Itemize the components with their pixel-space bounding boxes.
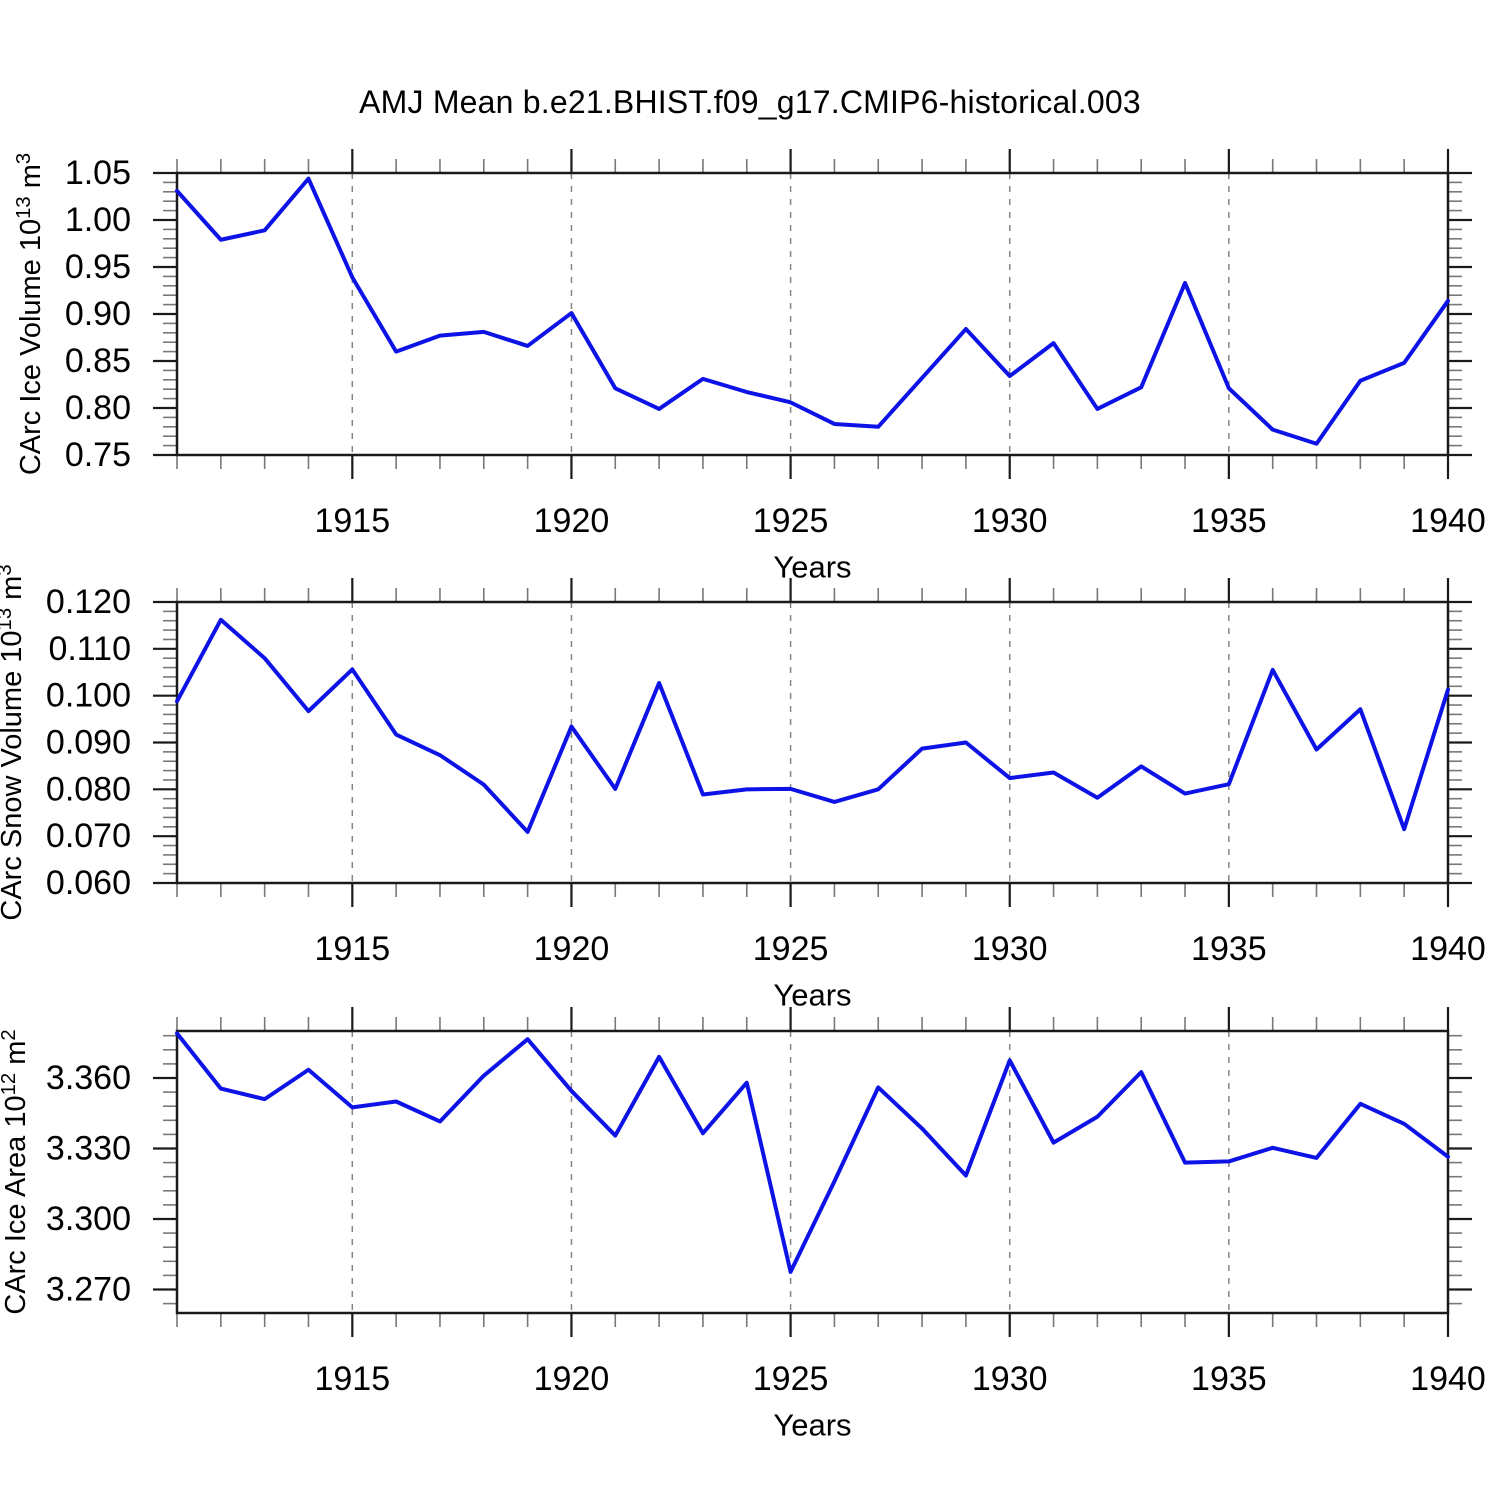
y-tick-label: 0.090 [46, 724, 131, 762]
y-axis-title: CArc Ice Area 1012 m2 [0, 1029, 32, 1314]
x-tick-label: 1940 [1410, 930, 1486, 968]
x-tick-label: 1935 [1191, 502, 1267, 540]
y-axis-title-sup: 3 [13, 153, 35, 164]
y-tick-label: 0.070 [46, 817, 131, 855]
panel-snow-volume: 1915 1920 1925 1930 1935 1940 0.060 0.070 0.080 0… [0, 564, 1486, 1012]
x-tick-label: 1925 [753, 1360, 829, 1398]
x-tick-label: 1930 [972, 1360, 1048, 1398]
y-tick-label: 0.80 [65, 389, 131, 427]
y-axis-title: CArc Snow Volume 1013 m3 [0, 564, 28, 920]
y-tick-label: 0.060 [46, 864, 131, 902]
figure-title: AMJ Mean b.e21.BHIST.f09_g17.CMIP6-histo… [359, 84, 1141, 120]
y-axis-title-text: m [0, 576, 28, 608]
x-tick-label: 1930 [972, 930, 1048, 968]
x-axis-title: Years [773, 550, 851, 585]
plot-box-snow-volume [175, 600, 1450, 885]
y-tick-label: 1.05 [65, 154, 131, 192]
y-axis-title-sup: 13 [13, 196, 35, 219]
y-tick-label: 0.95 [65, 248, 131, 286]
y-tick-label: 0.110 [48, 630, 131, 668]
y-tick-label: 0.100 [46, 677, 131, 715]
x-tick-label: 1940 [1410, 502, 1486, 540]
y-axis-title-text: CArc Ice Area 10 [0, 1095, 32, 1314]
x-tick-label: 1930 [972, 502, 1048, 540]
x-tick-label: 1915 [314, 1360, 390, 1398]
y-tick-label: 0.90 [65, 295, 131, 333]
y-tick-label: 3.300 [46, 1200, 131, 1238]
x-tick-label: 1940 [1410, 1360, 1486, 1398]
y-tick-label: 0.85 [65, 342, 131, 380]
y-axis-title-text: m [15, 164, 47, 196]
x-tick-label: 1925 [753, 930, 829, 968]
y-axis-title: CArc Ice Volume 1013 m3 [13, 153, 47, 475]
y-tick-label: 0.75 [65, 436, 131, 474]
x-axis-title: Years [773, 1408, 851, 1443]
x-tick-label: 1935 [1191, 1360, 1267, 1398]
x-axis-title: Years [773, 978, 851, 1013]
series-line-ice-area [175, 1031, 1450, 1274]
y-axis-title-text: m [0, 1041, 32, 1073]
y-axis-title-sup: 13 [0, 608, 16, 631]
y-tick-label: 1.00 [65, 201, 131, 239]
panel-ice-area: 1915 1920 1925 1930 1935 1940 3.270 3.300 3.330 3… [0, 1007, 1486, 1443]
series-line-ice-volume [175, 176, 1450, 446]
y-axis-title-sup: 12 [0, 1073, 20, 1096]
x-tick-label: 1935 [1191, 930, 1267, 968]
x-tick-label: 1920 [534, 930, 610, 968]
panel-ice-volume: 1915 1920 1925 1930 1935 1940 0.75 0.80 0.85 0.90… [13, 149, 1486, 585]
plot-box-ice-volume [175, 171, 1450, 457]
x-tick-label: 1920 [534, 1360, 610, 1398]
series-line-snow-volume [175, 617, 1450, 834]
y-axis-title-text: CArc Snow Volume 10 [0, 630, 28, 920]
y-tick-label: 3.330 [46, 1130, 131, 1168]
y-tick-label: 0.120 [46, 583, 131, 621]
x-tick-label: 1920 [534, 502, 610, 540]
y-axis-title-sup: 2 [0, 1029, 20, 1040]
x-tick-label: 1925 [753, 502, 829, 540]
plot-box-ice-area [175, 1029, 1450, 1315]
y-tick-label: 0.080 [46, 770, 131, 808]
y-axis-title-text: CArc Ice Volume 10 [15, 219, 47, 475]
y-tick-label: 3.360 [46, 1059, 131, 1097]
x-tick-label: 1915 [314, 930, 390, 968]
y-axis-title-sup: 3 [0, 564, 16, 575]
y-tick-label: 3.270 [46, 1271, 131, 1309]
x-tick-label: 1915 [314, 502, 390, 540]
